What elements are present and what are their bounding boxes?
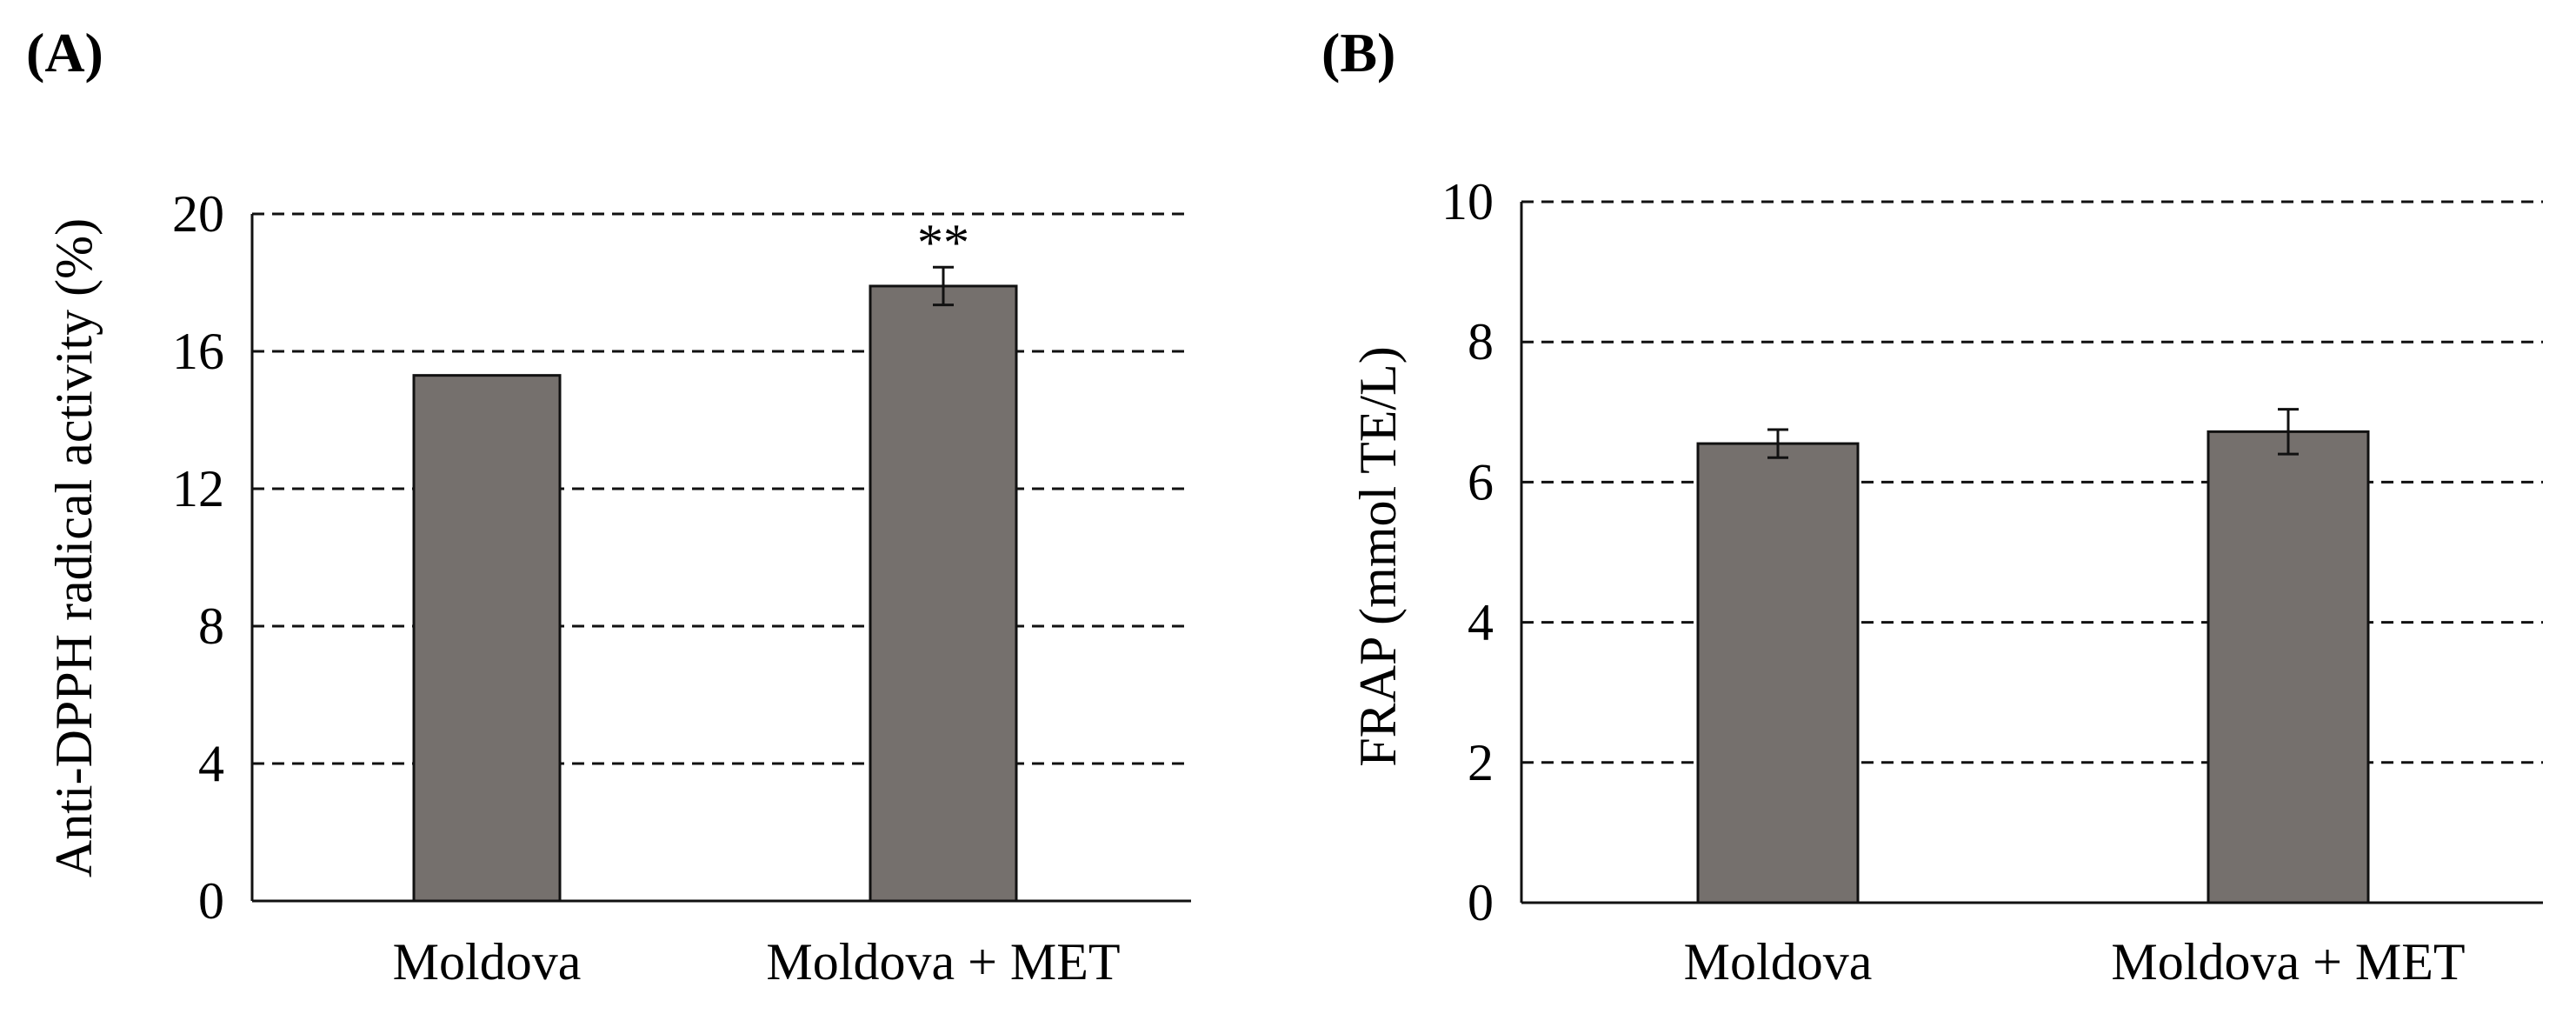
panel-a-bar [869,284,1018,903]
panel-a-y-tick-label: 0 [198,872,224,930]
panel-b-error-bar [1767,428,1788,459]
panel-a-label: (A) [26,22,103,83]
panel-a-significance-marker: ** [917,214,969,271]
panel-b-bars [1696,408,2370,904]
panel-b-y-tick-label: 6 [1468,453,1494,510]
panel-b: (B) FRAP (mmol TE/L) 0 2 4 6 8 10 Moldova Moldo… [1321,22,2543,991]
panel-a-gridlines [252,212,1191,765]
panel-b-error-bar [2278,408,2299,456]
panel-b-label: (B) [1321,22,1395,83]
panel-b-bar [1696,442,1860,904]
panel-b-y-tick-label: 2 [1468,734,1494,791]
panel-a-y-tick-label: 12 [172,460,224,517]
panel-a-x-tick-label: Moldova + MET [766,933,1120,991]
panel-a: (A) Anti-DPPH radical activity (%) ** 0 4… [26,22,1191,991]
panel-b-y-tick-label: 8 [1468,313,1494,370]
panel-b-gridlines [1521,200,2543,764]
panel-a-x-tick-label: Moldova [393,933,582,991]
panel-a-y-tick-label: 4 [198,735,224,792]
panel-b-x-tick-label: Moldova [1684,933,1873,991]
panel-a-y-tick-label: 16 [172,323,224,380]
panel-b-y-tick-label: 0 [1468,874,1494,931]
panel-a-axes: 0 4 8 12 16 20 Moldova Moldova + MET [172,185,1191,991]
panel-b-y-tick-label: 10 [1441,173,1494,230]
panel-a-y-axis-label: Anti-DPPH radical activity (%) [45,218,103,877]
panel-a-bars: ** [412,214,1018,903]
panel-a-bar [412,374,562,903]
panel-a-y-tick-label: 8 [198,597,224,655]
panel-b-axes: 0 2 4 6 8 10 Moldova Moldova + MET [1441,173,2543,991]
panel-b-x-tick-label: Moldova + MET [2111,933,2465,991]
panel-a-y-tick-label: 20 [172,185,224,243]
panel-b-bar [2207,430,2370,904]
panel-a-error-bar [933,265,954,307]
panel-b-y-tick-label: 4 [1468,594,1494,651]
panel-b-y-axis-label: FRAP (mmol TE/L) [1349,346,1407,766]
